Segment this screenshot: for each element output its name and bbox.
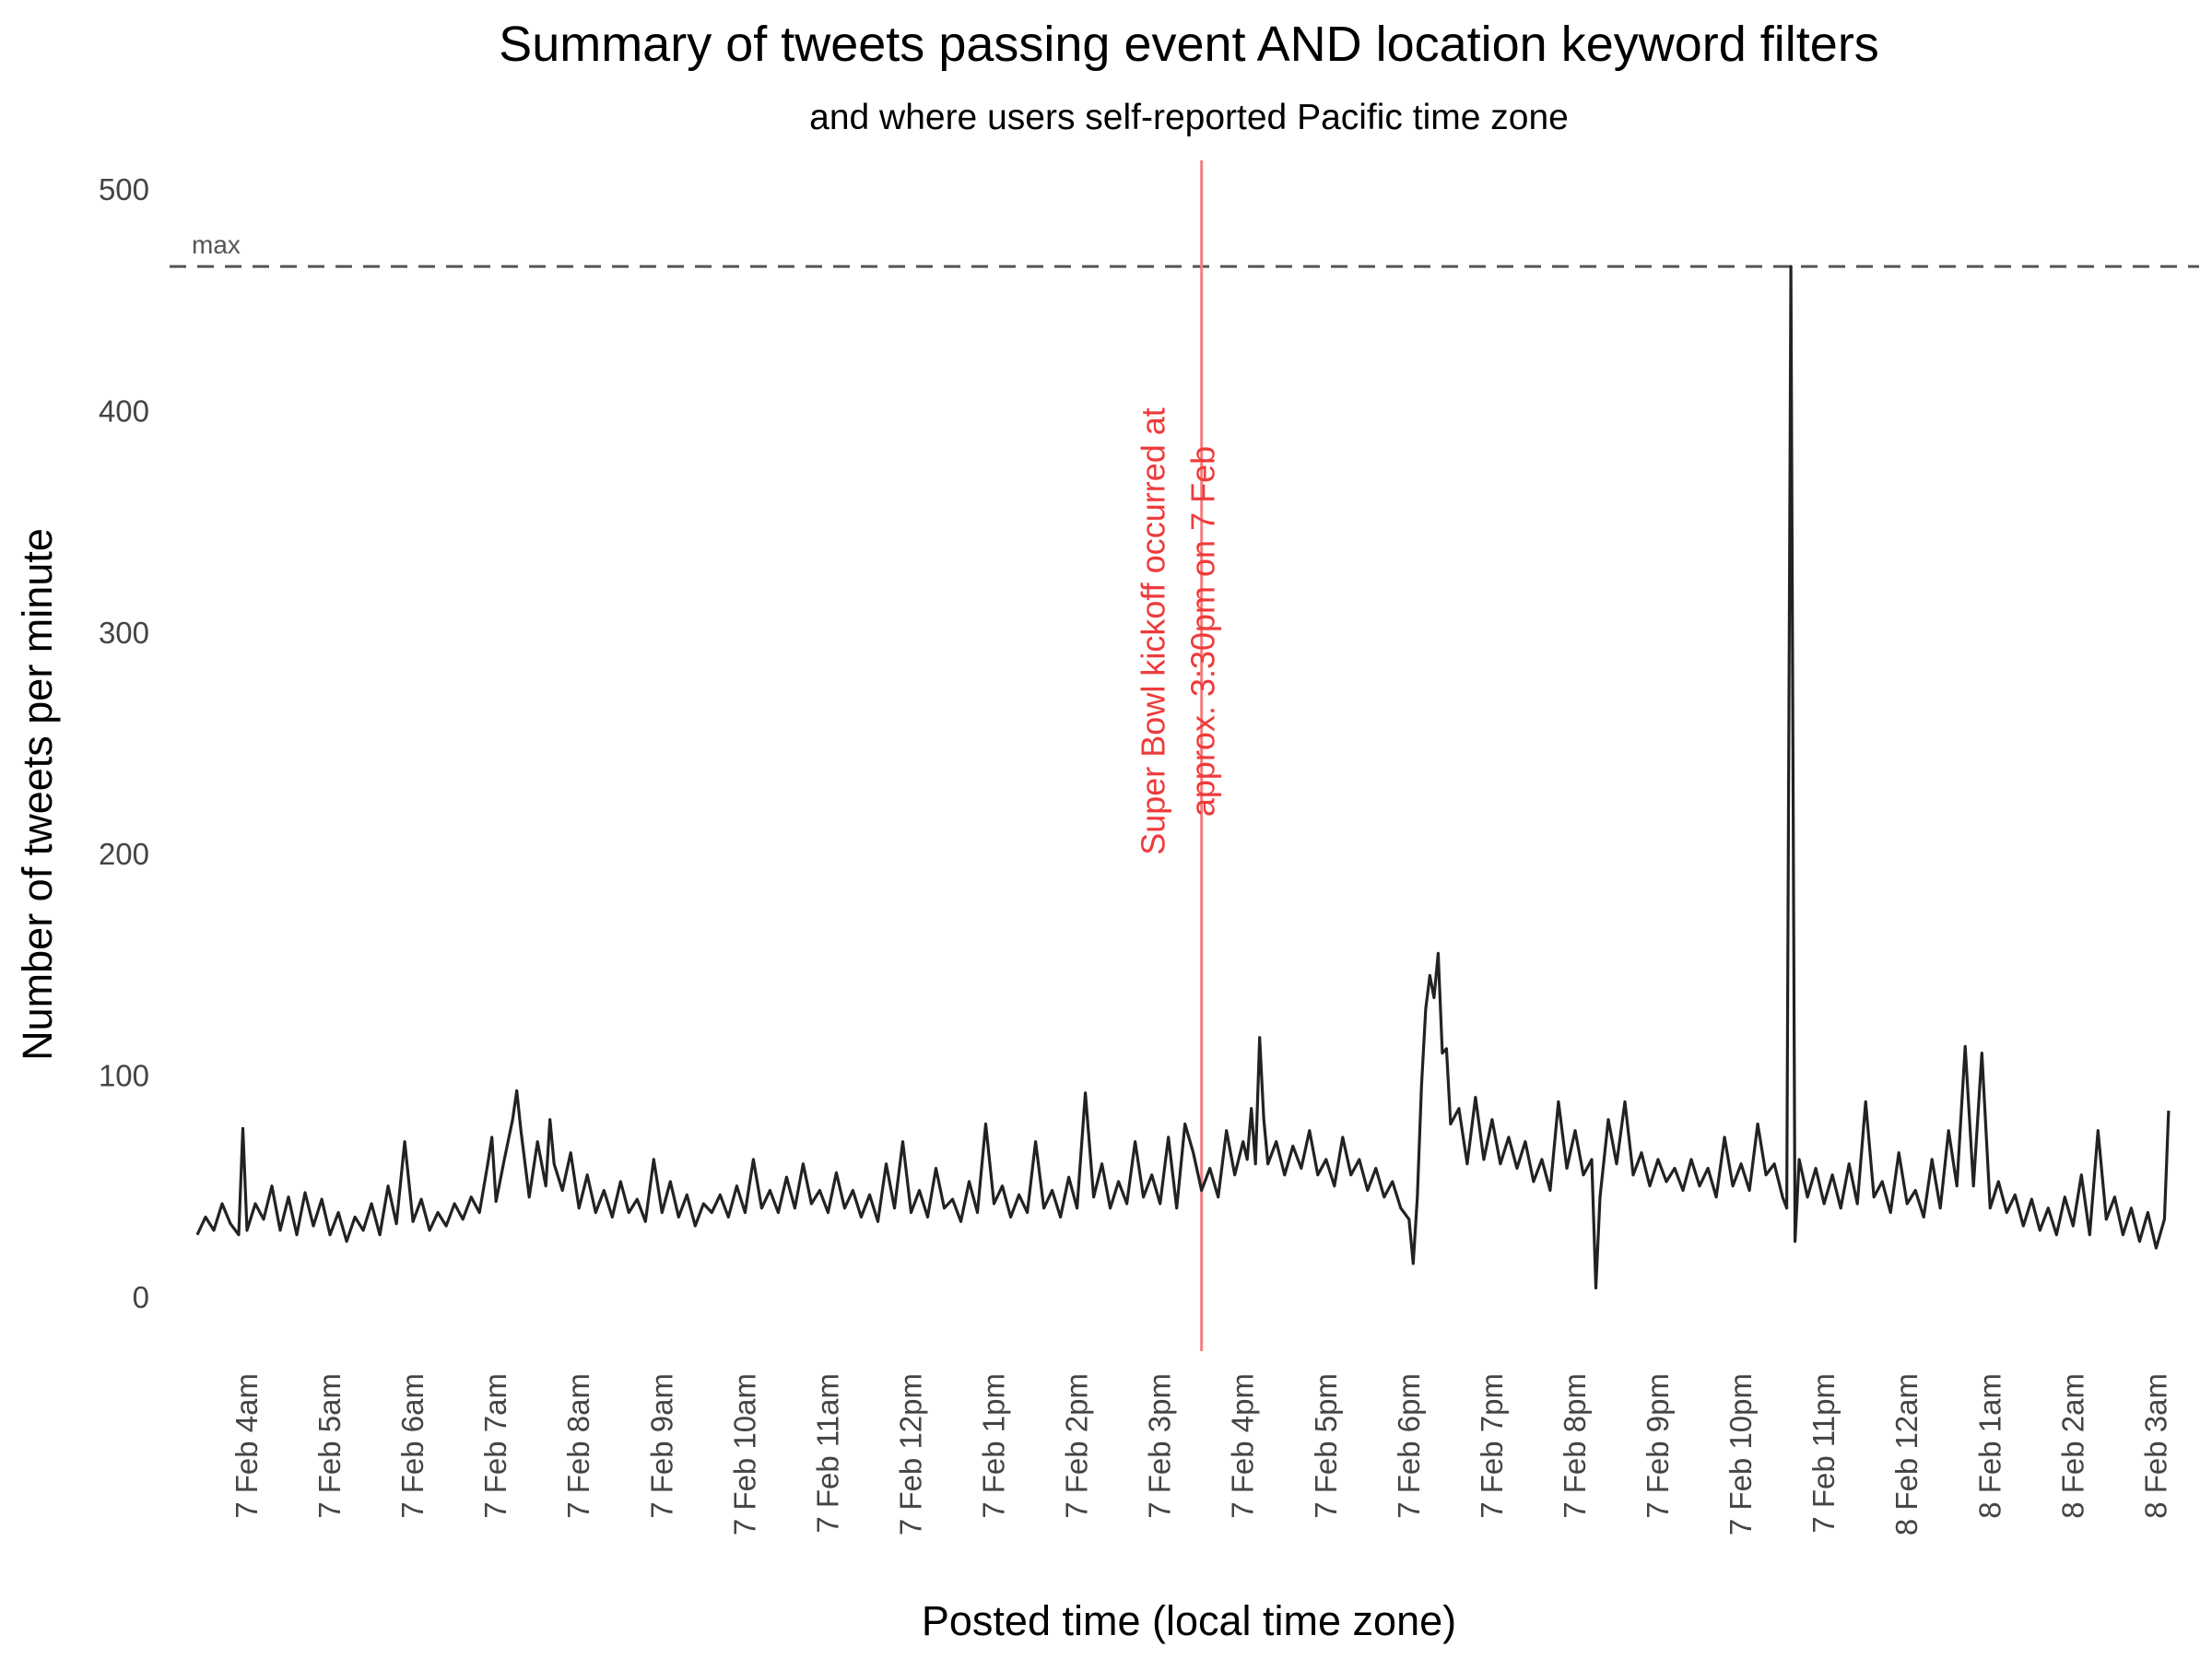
x-tick-label: 7 Feb 11am bbox=[810, 1373, 844, 1534]
x-tick-label: 7 Feb 11pm bbox=[1806, 1373, 1841, 1534]
x-tick-label: 7 Feb 3pm bbox=[1143, 1373, 1177, 1519]
x-tick-label: 7 Feb 9pm bbox=[1641, 1373, 1675, 1519]
tweets-per-minute-series-line bbox=[195, 265, 2171, 1289]
max-label: max bbox=[192, 230, 241, 259]
x-tick-label: 7 Feb 5am bbox=[312, 1373, 347, 1519]
y-tick-label: 200 bbox=[99, 837, 149, 871]
x-tick-label: 7 Feb 7am bbox=[478, 1373, 512, 1519]
x-tick-label: 8 Feb 2am bbox=[2055, 1373, 2089, 1519]
kickoff-label-line1: Super Bowl kickoff occurred at bbox=[1135, 407, 1172, 855]
y-axis-title: Number of tweets per minute bbox=[14, 528, 61, 1061]
kickoff-label-line2: approx. 3:30pm on 7 Feb bbox=[1184, 446, 1222, 817]
y-tick-label: 400 bbox=[99, 394, 149, 428]
x-tick-label: 7 Feb 10am bbox=[727, 1373, 761, 1535]
x-tick-label: 7 Feb 8pm bbox=[1558, 1373, 1592, 1519]
y-tick-label: 0 bbox=[133, 1280, 149, 1314]
y-tick-label: 500 bbox=[99, 172, 149, 206]
x-tick-label: 7 Feb 6pm bbox=[1392, 1373, 1426, 1519]
x-tick-label: 7 Feb 4am bbox=[229, 1373, 264, 1519]
x-tick-label: 7 Feb 7pm bbox=[1475, 1373, 1509, 1519]
x-tick-label: 8 Feb 12am bbox=[1889, 1373, 1924, 1535]
x-tick-label: 7 Feb 2pm bbox=[1060, 1373, 1094, 1519]
chart-subtitle: and where users self-reported Pacific ti… bbox=[809, 98, 1569, 137]
x-tick-label: 8 Feb 3am bbox=[2138, 1373, 2172, 1519]
max-reference: max bbox=[170, 230, 2199, 268]
x-tick-label: 7 Feb 6am bbox=[395, 1373, 429, 1519]
y-tick-label: 300 bbox=[99, 616, 149, 650]
y-tick-label: 100 bbox=[99, 1059, 149, 1093]
x-tick-label: 7 Feb 1pm bbox=[977, 1373, 1011, 1519]
x-tick-label: 7 Feb 12pm bbox=[893, 1373, 927, 1535]
x-axis-ticks: 7 Feb 4am 7 Feb 5am 7 Feb 6am 7 Feb 7am 7 Fe… bbox=[229, 1373, 2172, 1535]
x-tick-label: 7 Feb 4pm bbox=[1226, 1373, 1260, 1519]
x-tick-label: 7 Feb 9am bbox=[644, 1373, 678, 1519]
x-tick-label: 8 Feb 1am bbox=[1972, 1373, 2006, 1519]
x-tick-label: 7 Feb 8am bbox=[561, 1373, 595, 1519]
y-axis-ticks: 0 100 200 300 400 500 bbox=[99, 172, 149, 1314]
chart-title: Summary of tweets passing event AND loca… bbox=[499, 17, 1879, 72]
x-tick-label: 7 Feb 5pm bbox=[1309, 1373, 1343, 1519]
x-axis-title: Posted time (local time zone) bbox=[922, 1597, 1456, 1644]
x-tick-label: 7 Feb 10pm bbox=[1724, 1373, 1758, 1535]
kickoff-annotation: Super Bowl kickoff occurred at approx. 3… bbox=[1135, 160, 1222, 1351]
